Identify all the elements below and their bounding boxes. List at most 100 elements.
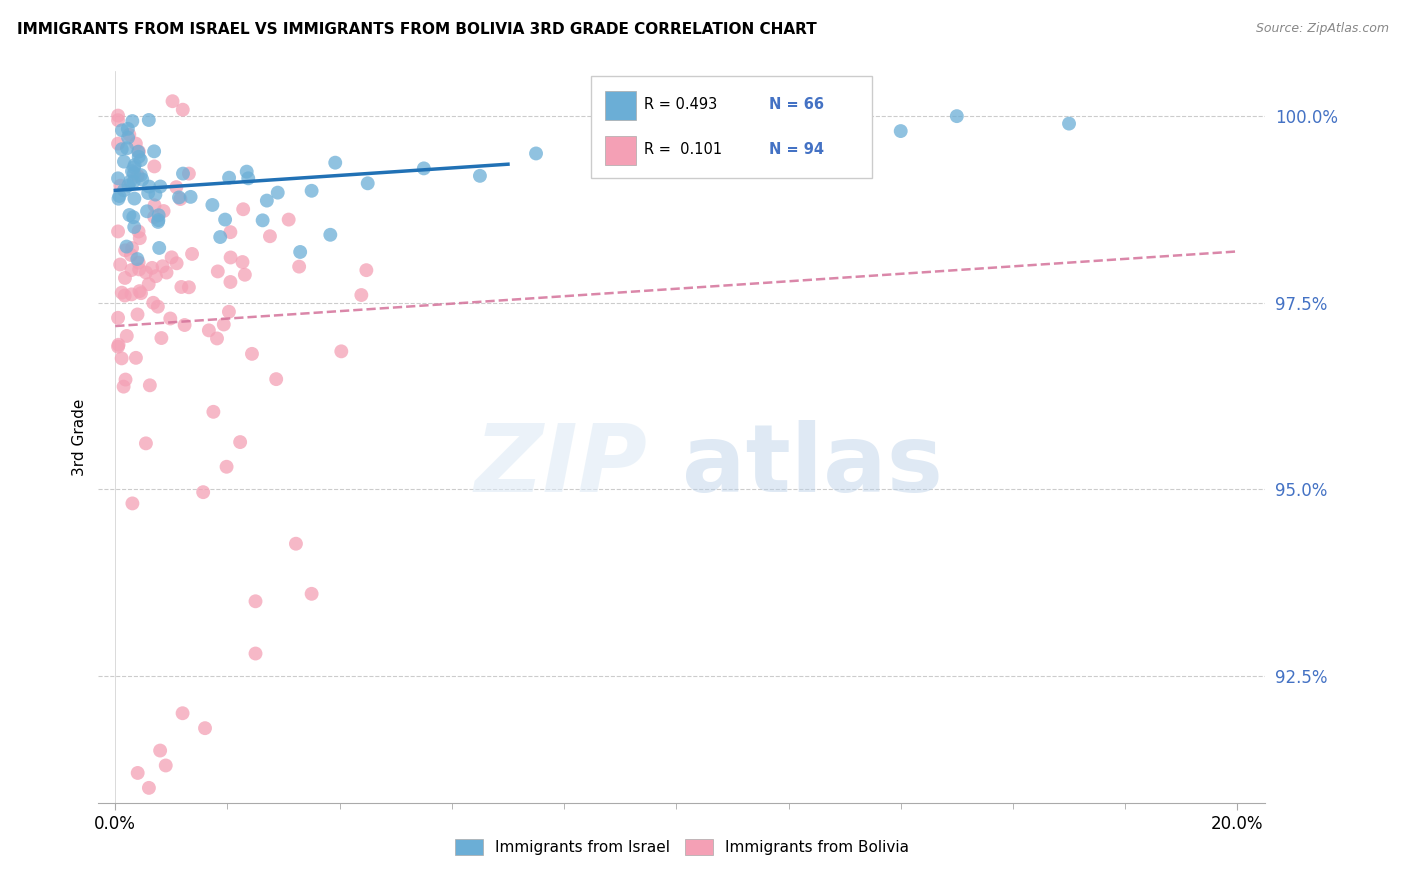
Point (165, 180, 187, 194)
Point (193, 485, 215, 500)
Point (114, 271, 136, 285)
Point (778, 102, 800, 116)
Point (112, 154, 135, 169)
Point (284, 537, 307, 551)
Point (135, 436, 157, 450)
Point (127, 308, 149, 322)
Point (111, 123, 134, 137)
Point (233, 268, 256, 282)
Point (609, 153, 631, 168)
Point (129, 168, 152, 182)
Point (198, 323, 221, 337)
Point (136, 204, 159, 219)
Point (135, 265, 157, 279)
Point (120, 174, 142, 188)
Point (117, 130, 139, 145)
Y-axis label: 3rd Grade: 3rd Grade (72, 399, 87, 475)
Point (205, 331, 228, 345)
Text: Source: ZipAtlas.com: Source: ZipAtlas.com (1256, 22, 1389, 36)
Point (890, 124, 912, 138)
Point (118, 128, 141, 142)
Point (107, 224, 129, 238)
Point (319, 227, 342, 242)
Point (169, 192, 191, 206)
Point (145, 269, 167, 284)
Point (277, 212, 299, 227)
Point (117, 121, 139, 136)
Point (107, 310, 129, 325)
Point (143, 160, 166, 174)
Point (162, 94, 184, 108)
Point (127, 145, 149, 159)
Point (143, 210, 166, 224)
Point (141, 260, 163, 275)
Point (412, 161, 434, 176)
Point (128, 262, 150, 277)
Point (127, 252, 149, 266)
Point (114, 288, 136, 302)
Point (350, 288, 373, 302)
Point (129, 286, 152, 301)
Text: N = 94: N = 94 (769, 142, 824, 157)
Point (252, 213, 274, 227)
Legend: Immigrants from Israel, Immigrants from Bolivia: Immigrants from Israel, Immigrants from … (449, 833, 915, 861)
Text: ZIP: ZIP (474, 420, 647, 512)
Point (218, 170, 240, 185)
Text: R =  0.101: R = 0.101 (644, 142, 723, 157)
Point (112, 379, 135, 393)
Point (160, 251, 183, 265)
Point (219, 251, 242, 265)
Point (256, 194, 278, 208)
Point (122, 219, 145, 234)
Point (121, 114, 143, 128)
Point (288, 244, 311, 259)
Point (721, 139, 744, 153)
Point (121, 287, 143, 301)
Point (152, 204, 174, 219)
Point (114, 244, 136, 258)
Point (357, 177, 380, 191)
Point (117, 178, 139, 193)
Point (1057, 117, 1080, 131)
Point (229, 435, 252, 450)
Point (107, 337, 129, 351)
Point (115, 239, 138, 253)
Point (209, 230, 232, 244)
Point (245, 594, 267, 608)
Point (111, 285, 134, 300)
Point (219, 275, 242, 289)
Text: N = 66: N = 66 (769, 97, 824, 112)
Point (155, 266, 177, 280)
Point (115, 329, 138, 343)
Point (122, 161, 145, 175)
Point (356, 263, 378, 277)
Point (172, 706, 194, 721)
Point (152, 259, 174, 273)
Point (288, 260, 311, 274)
Point (120, 263, 142, 277)
Point (946, 109, 969, 123)
Point (148, 208, 170, 222)
Point (121, 496, 143, 510)
Point (172, 103, 194, 117)
Point (120, 248, 142, 262)
Point (146, 215, 169, 229)
Point (108, 258, 131, 272)
Point (524, 146, 547, 161)
Point (125, 351, 148, 365)
Point (107, 136, 129, 151)
Point (240, 347, 263, 361)
Point (180, 190, 202, 204)
Point (264, 372, 287, 386)
Point (127, 766, 149, 780)
Point (143, 145, 166, 159)
Point (138, 179, 160, 194)
Point (235, 164, 257, 178)
Point (138, 113, 160, 128)
Point (108, 189, 131, 203)
Point (238, 171, 260, 186)
Point (136, 186, 159, 200)
Point (330, 344, 353, 359)
Point (127, 169, 149, 183)
Point (128, 225, 150, 239)
